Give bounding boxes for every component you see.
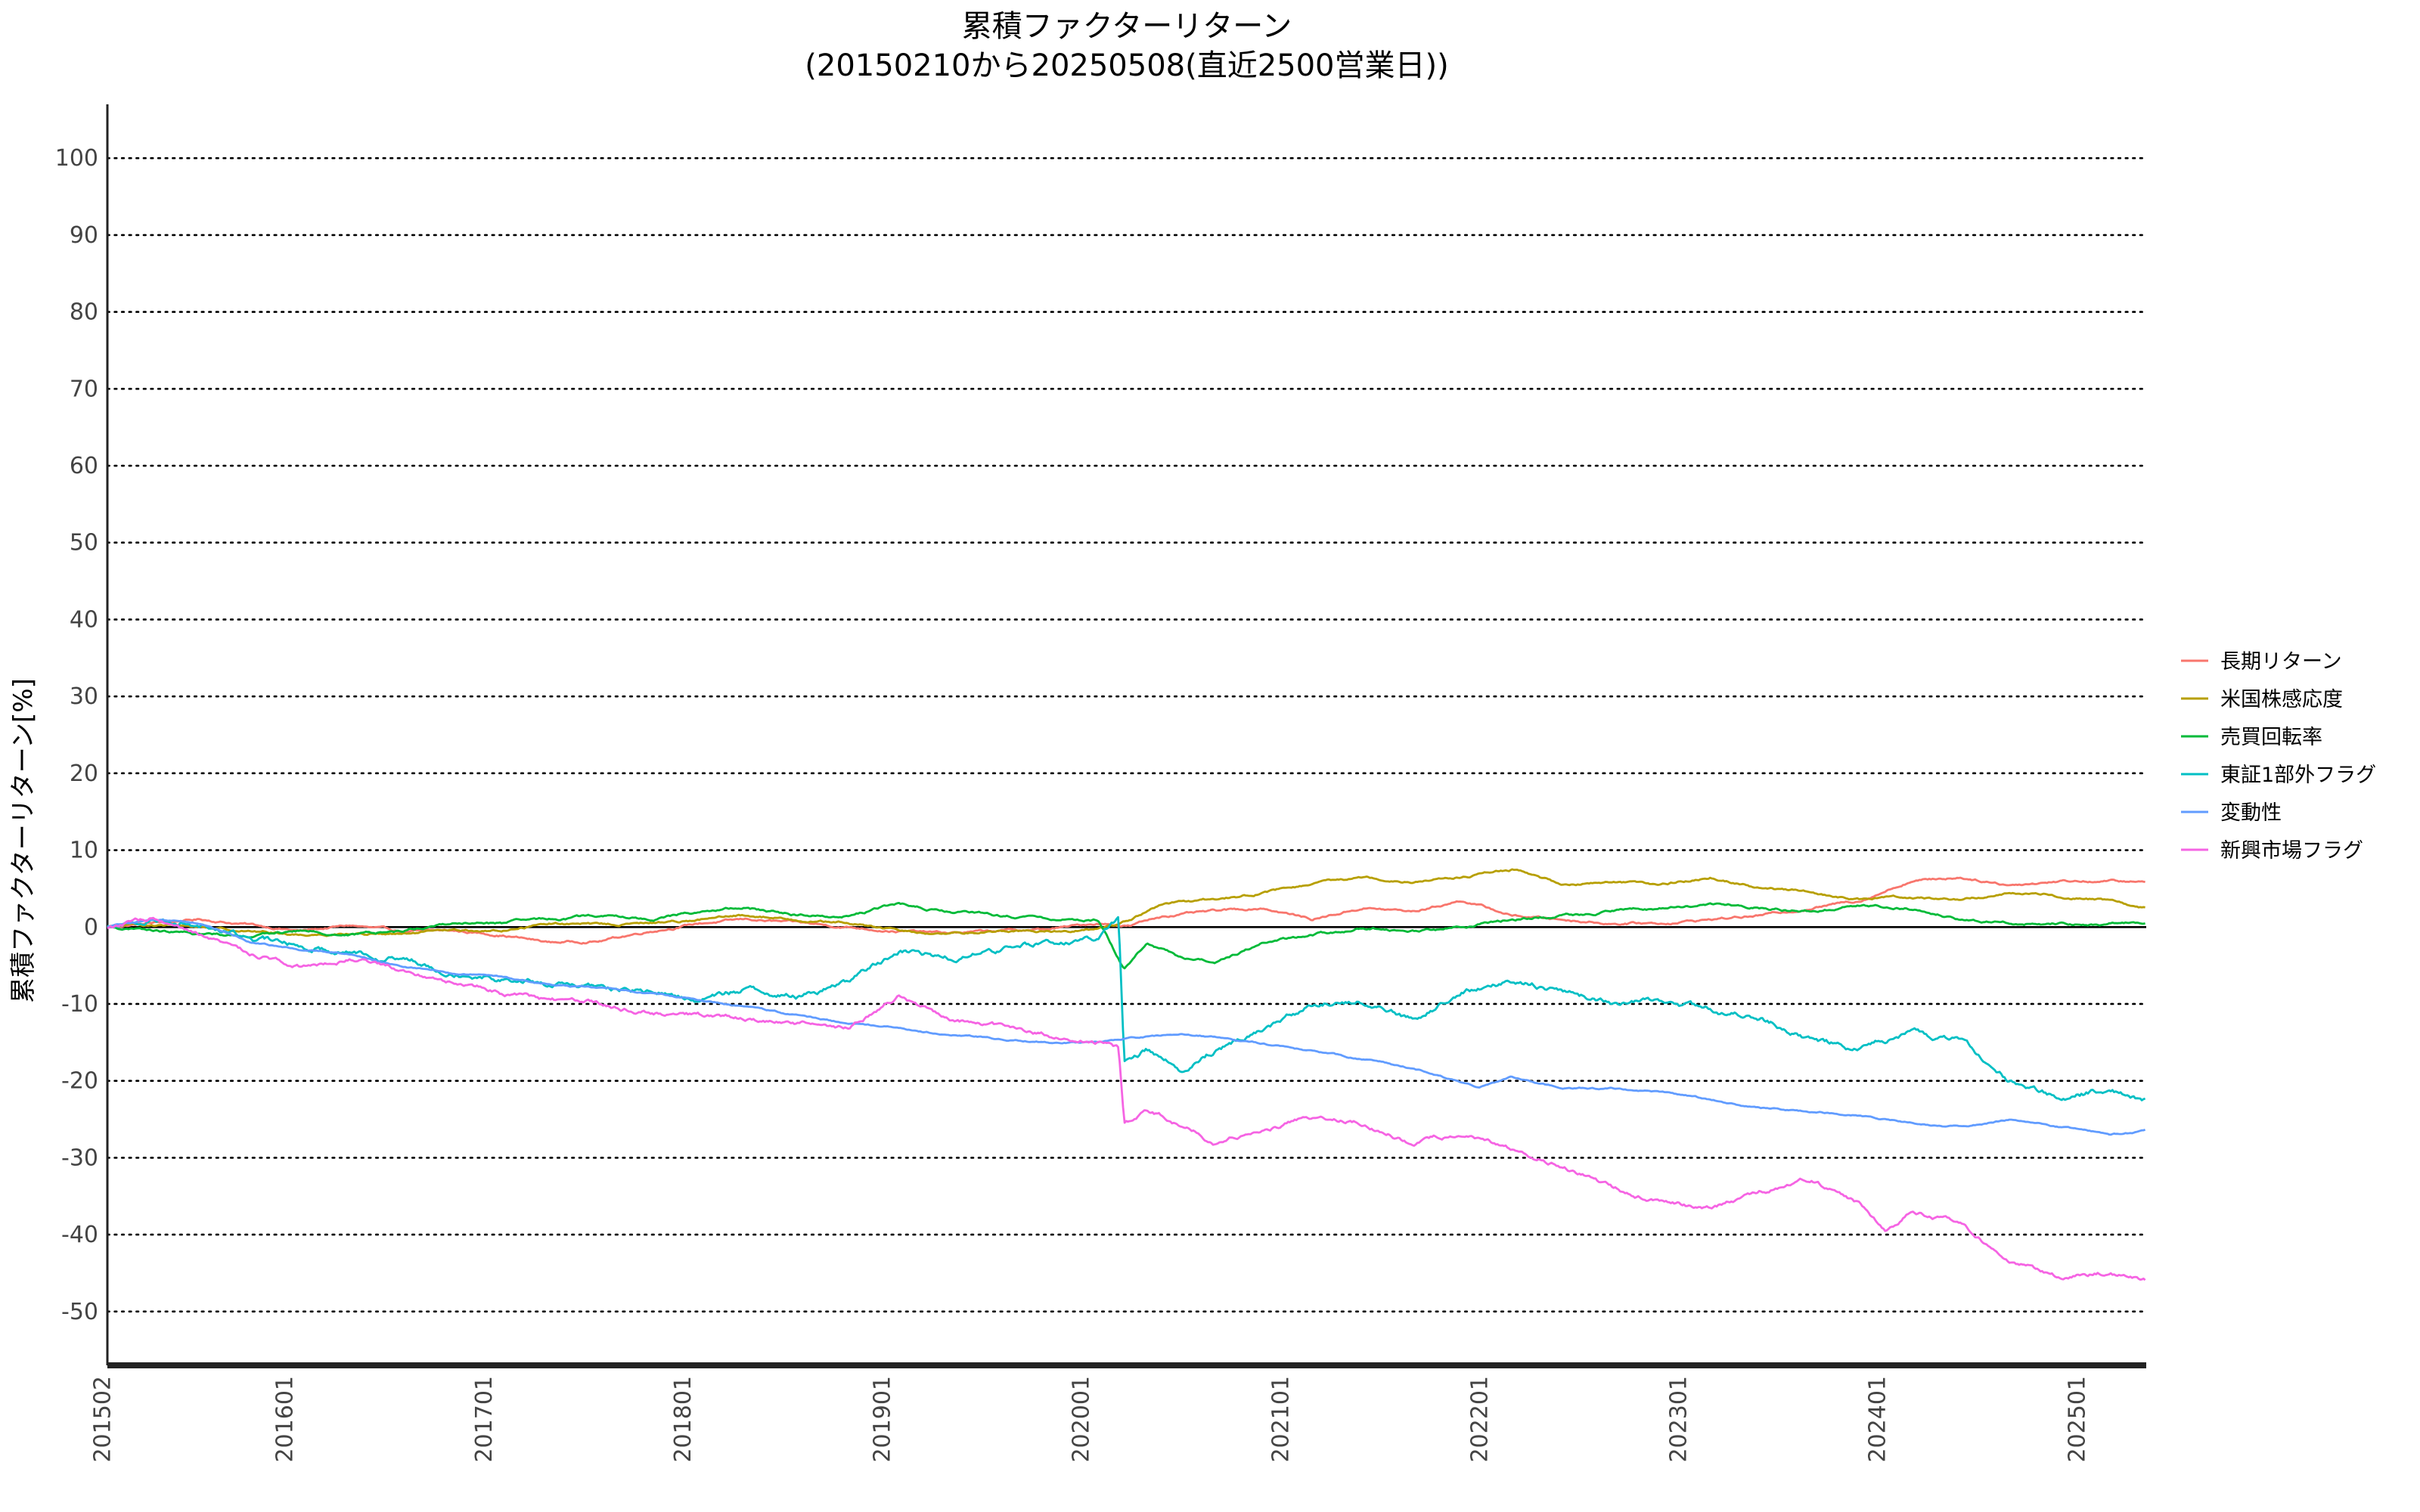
x-tick-label: 201502 [90,1376,116,1463]
y-tick-label: 30 [70,683,98,710]
x-tick-label: 202301 [1666,1376,1692,1463]
x-tick-label: 201701 [471,1376,498,1463]
x-tick-label: 202001 [1068,1376,1094,1463]
y-tick-label: 20 [70,761,98,787]
y-tick-label: 60 [70,453,98,479]
y-tick-label: 40 [70,606,98,633]
chart-title: 累積ファクターリターン [962,9,1292,44]
y-tick-label: 90 [70,222,98,249]
x-tick-label: 201801 [670,1376,697,1463]
series-line [107,868,2145,937]
x-tick-label: 202201 [1466,1376,1493,1463]
grid-layer [106,156,2148,1313]
x-tick-label: 202401 [1865,1376,1891,1463]
series-line [107,916,2146,1101]
y-tick-label: -20 [61,1068,98,1095]
legend-label: 変動性 [2220,801,2282,825]
series-line [107,902,2145,970]
x-tick-label: 202501 [2064,1376,2090,1463]
y-axis-label: 累積ファクターリターン[%] [8,678,39,1003]
series-line [107,918,2146,1136]
y-tick-label: -50 [61,1299,98,1325]
y-tick-label: 50 [70,530,98,556]
series-layer [107,868,2146,1281]
y-tick-label: -30 [61,1145,98,1171]
legend-label: 新興市場フラグ [2220,839,2363,863]
x-tick-label: 201901 [869,1376,895,1463]
legend-label: 東証1部外フラグ [2220,764,2376,787]
x-tick-label: 201601 [271,1376,298,1463]
y-tick-label: 10 [70,838,98,864]
legend-label: 米国株感応度 [2220,688,2343,711]
axis-layer: 1009080706050403020100-10-20-30-40-50201… [55,104,2146,1463]
y-tick-label: -10 [61,991,98,1018]
y-tick-label: 70 [70,376,98,402]
y-tick-label: 100 [55,145,98,172]
y-tick-label: 0 [84,914,98,940]
y-tick-label: -40 [61,1222,98,1248]
x-tick-label: 202101 [1267,1376,1294,1463]
chart-subtitle: (20150210から20250508(直近2500営業日)) [805,48,1448,83]
legend-label: 売買回転率 [2220,726,2322,749]
y-tick-label: 80 [70,299,98,326]
series-line [107,916,2146,1281]
legend-label: 長期リターン [2220,650,2342,674]
